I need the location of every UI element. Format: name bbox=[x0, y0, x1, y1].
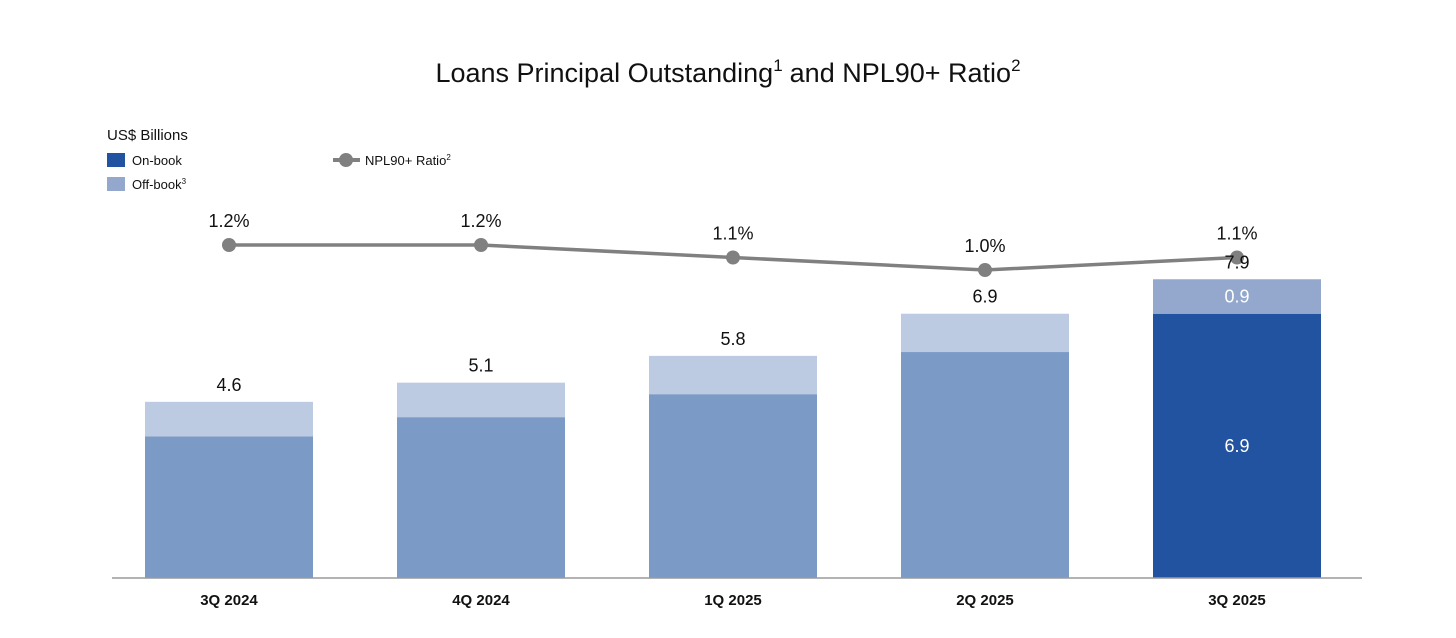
legend-npl-marker bbox=[339, 153, 353, 167]
npl-label-0: 1.2% bbox=[208, 211, 249, 231]
legend: On-book Off-book3 NPL90+ Ratio2 bbox=[107, 153, 451, 192]
bar-off-book-2 bbox=[649, 355, 817, 395]
npl-point-1 bbox=[474, 238, 488, 252]
chart-title: Loans Principal Outstanding1 and NPL90+ R… bbox=[435, 56, 1020, 88]
title-sup-1: 1 bbox=[773, 56, 782, 75]
total-label-4: 7.9 bbox=[1224, 252, 1249, 272]
category-label-2: 1Q 2025 bbox=[704, 592, 762, 609]
legend-off-book-label: Off-book3 bbox=[132, 177, 187, 192]
legend-on-book-label: On-book bbox=[132, 153, 182, 168]
category-label-3: 2Q 2025 bbox=[956, 592, 1014, 609]
total-label-2: 5.8 bbox=[720, 329, 745, 349]
legend-on-book-swatch bbox=[107, 153, 125, 167]
npl-line-series: 1.2% 1.2% 1.1% 1.0% 1.1% bbox=[208, 211, 1258, 277]
labels: 4.6 3Q 2024 5.1 4Q 2024 5.8 1Q 2025 6.9 2Q 2025… bbox=[200, 252, 1266, 609]
category-label-1: 4Q 2024 bbox=[452, 592, 510, 609]
bar-off-book-4 bbox=[1153, 279, 1321, 314]
bars bbox=[145, 279, 1321, 578]
off-book-value-label: 0.9 bbox=[1224, 286, 1249, 306]
category-label-4: 3Q 2025 bbox=[1208, 592, 1266, 609]
category-label-0: 3Q 2024 bbox=[200, 592, 258, 609]
bar-off-book-3 bbox=[901, 313, 1069, 353]
bar-off-book-1 bbox=[397, 382, 565, 418]
bar-on-book-0 bbox=[145, 436, 313, 578]
total-label-1: 5.1 bbox=[468, 356, 493, 376]
npl-label-2: 1.1% bbox=[712, 224, 753, 244]
npl-point-0 bbox=[222, 238, 236, 252]
bar-on-book-1 bbox=[397, 417, 565, 578]
npl-label-1: 1.2% bbox=[460, 211, 501, 231]
legend-off-book-swatch bbox=[107, 177, 125, 191]
npl-point-3 bbox=[978, 263, 992, 277]
bar-on-book-2 bbox=[649, 394, 817, 578]
units-label: US$ Billions bbox=[107, 127, 188, 144]
title-sup-2: 2 bbox=[1011, 56, 1020, 75]
bar-off-book-0 bbox=[145, 401, 313, 437]
npl-point-2 bbox=[726, 250, 740, 265]
legend-npl-label: NPL90+ Ratio2 bbox=[365, 153, 451, 168]
npl-point-4 bbox=[1230, 250, 1244, 265]
bar-on-book-4 bbox=[1153, 313, 1321, 578]
total-label-0: 4.6 bbox=[216, 375, 241, 395]
title-main: Loans Principal Outstanding bbox=[435, 58, 773, 88]
npl-label-4: 1.1% bbox=[1216, 224, 1257, 244]
npl-label-3: 1.0% bbox=[964, 236, 1005, 256]
bar-on-book-3 bbox=[901, 352, 1069, 578]
total-label-3: 6.9 bbox=[972, 287, 997, 307]
title-middle: and NPL90+ Ratio bbox=[790, 58, 1011, 88]
on-book-value-label: 6.9 bbox=[1224, 436, 1249, 456]
